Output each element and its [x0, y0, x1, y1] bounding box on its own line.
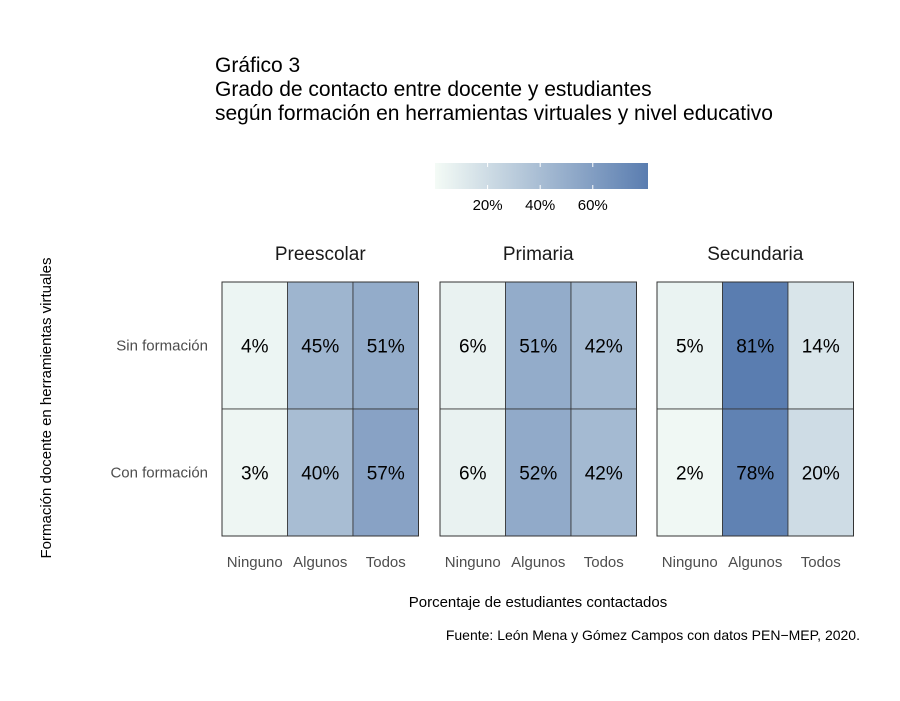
heatmap-cell	[287, 281, 354, 410]
panel-border	[221, 281, 419, 537]
title-line-3: según formación en herramientas virtuale…	[215, 102, 773, 125]
cell-value-label: 14%	[802, 337, 840, 358]
heatmap-cell	[656, 281, 723, 410]
cell-value-label: 6%	[459, 464, 487, 485]
heatmap-cell	[787, 408, 854, 537]
legend-colorbar	[435, 163, 648, 189]
cell-value-label: 6%	[459, 337, 487, 358]
x-tick-label: Algunos	[728, 554, 782, 571]
y-tick-label: Con formación	[110, 465, 208, 482]
heatmap-cell	[221, 281, 288, 410]
y-tick-label: Sin formación	[116, 338, 208, 355]
cell-value-label: 81%	[736, 337, 774, 358]
cell-value-label: 5%	[676, 337, 704, 358]
legend-tick-label: 60%	[578, 197, 608, 214]
y-axis-title: Formación docente en herramientas virtua…	[38, 258, 55, 559]
heatmap-cell	[722, 408, 789, 537]
cell-value-label: 40%	[301, 464, 339, 485]
x-axis-title: Porcentaje de estudiantes contactados	[409, 594, 668, 611]
cell-value-label: 45%	[301, 337, 339, 358]
x-tick-label: Todos	[366, 554, 406, 571]
cell-value-label: 42%	[585, 464, 623, 485]
cell-value-label: 51%	[519, 337, 557, 358]
cell-value-label: 42%	[585, 337, 623, 358]
x-tick-label: Todos	[584, 554, 624, 571]
x-tick-label: Ninguno	[662, 554, 718, 571]
title-line-1: Gráfico 3	[215, 54, 301, 77]
source-caption: Fuente: León Mena y Gómez Campos con dat…	[445, 627, 860, 643]
cell-value-label: 3%	[241, 464, 269, 485]
heatmap-cell	[787, 281, 854, 410]
heatmap-cell	[221, 408, 288, 537]
heatmap-cell	[287, 408, 354, 537]
cell-value-label: 78%	[736, 464, 774, 485]
x-tick-label: Ninguno	[445, 554, 501, 571]
x-tick-label: Algunos	[293, 554, 347, 571]
heatmap-cell	[439, 281, 506, 410]
heatmap-cell	[656, 408, 723, 537]
heatmap-cell	[722, 281, 789, 410]
cell-value-label: 2%	[676, 464, 704, 485]
title-line-2: Grado de contacto entre docente y estudi…	[215, 78, 652, 101]
heatmap-cell	[505, 408, 572, 537]
panel-title: Preescolar	[275, 244, 366, 265]
chart-title: Gráfico 3 Grado de contacto entre docent…	[215, 54, 773, 126]
cell-value-label: 52%	[519, 464, 557, 485]
panel-border	[656, 281, 854, 537]
legend-tick-label: 20%	[473, 197, 503, 214]
panel-title: Primaria	[503, 244, 574, 265]
cell-value-label: 20%	[802, 464, 840, 485]
cell-value-label: 51%	[367, 337, 405, 358]
panel-border	[439, 281, 637, 537]
heatmap-cell	[439, 408, 506, 537]
x-tick-label: Ninguno	[227, 554, 283, 571]
cell-value-label: 4%	[241, 337, 269, 358]
heatmap-cell	[570, 408, 637, 537]
heatmap-cell	[352, 281, 419, 410]
cell-value-label: 57%	[367, 464, 405, 485]
legend-tick-label: 40%	[525, 197, 555, 214]
x-tick-label: Algunos	[511, 554, 565, 571]
panel-title: Secundaria	[707, 244, 804, 265]
heatmap-cell	[352, 408, 419, 537]
x-tick-label: Todos	[801, 554, 841, 571]
